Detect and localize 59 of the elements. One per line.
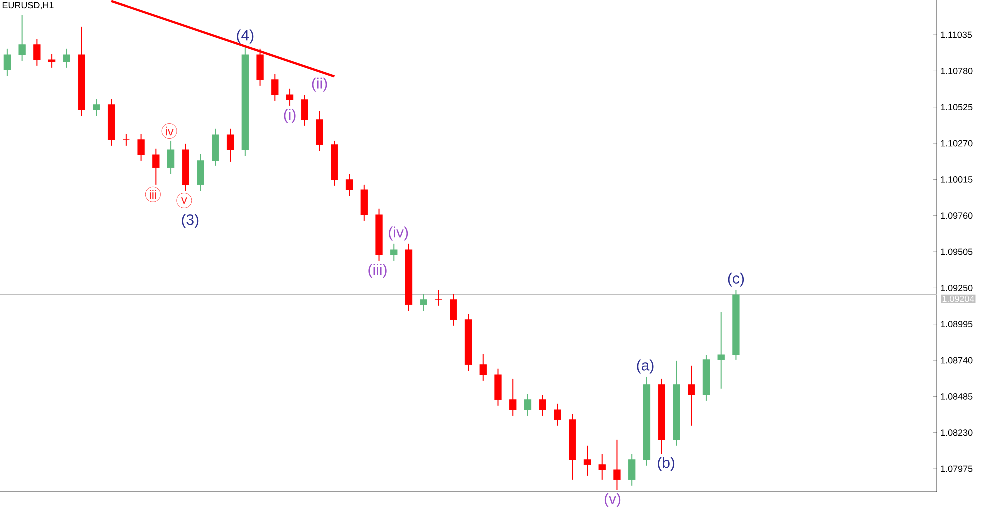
- candlestick: [688, 365, 696, 426]
- annotation: iii: [150, 190, 156, 199]
- y-tick-label: 1.10525: [941, 104, 973, 111]
- y-tick-label: 1.08995: [941, 321, 973, 328]
- candlestick: [524, 394, 532, 416]
- candlestick: [93, 98, 100, 117]
- annotation: (c): [728, 272, 744, 287]
- candlestick: [718, 312, 725, 390]
- y-tick-label: 1.07975: [941, 466, 973, 472]
- candlestick: [510, 378, 517, 416]
- candlestick: [226, 128, 234, 162]
- candlestick: [48, 54, 56, 68]
- y-tick-label: 1.10015: [941, 176, 973, 183]
- annotation: v: [181, 198, 188, 204]
- candlestick: [63, 48, 70, 68]
- annotation: (a): [637, 360, 654, 374]
- chart-title: EURUSD,H1: [2, 2, 54, 10]
- annotation: (b): [658, 457, 675, 472]
- candlestick: [272, 74, 279, 102]
- candlestick: [435, 290, 442, 306]
- annotation: (ii): [312, 78, 328, 92]
- candlestick: [167, 140, 175, 175]
- candlestick: [584, 445, 592, 476]
- y-tick-label: 1.10270: [941, 140, 973, 147]
- candlestick: [614, 439, 621, 491]
- candlestick: [450, 294, 458, 326]
- candlestick: [420, 294, 428, 312]
- candlestick: [554, 403, 562, 426]
- candlestick: [152, 148, 160, 186]
- candlestick: [286, 88, 294, 106]
- y-tick-label: 1.11035: [941, 32, 972, 38]
- annotation: (iii): [368, 264, 387, 278]
- candlestick: [18, 14, 26, 62]
- text: (v): [604, 493, 621, 508]
- y-tick-label: 1.08485: [941, 394, 973, 400]
- annotation: (i): [284, 109, 296, 124]
- candlestick: [390, 243, 398, 262]
- candlestick: [301, 94, 308, 126]
- candlestick: [138, 134, 145, 162]
- candlestick: [34, 38, 41, 66]
- candlestick: [480, 354, 487, 382]
- candlestick: [4, 48, 12, 77]
- candlestick: [628, 453, 636, 486]
- candlestick: [539, 394, 546, 416]
- y-tick-label: 1.10780: [941, 68, 973, 74]
- annotation: (iv): [389, 226, 408, 241]
- y-tick-label: 1.08740: [941, 357, 973, 364]
- candlestick: [122, 134, 130, 146]
- y-tick-label: 1.09505: [941, 248, 973, 256]
- annotation: iv: [166, 126, 174, 136]
- candlestick: [598, 453, 606, 480]
- y-tick-label: 1.09760: [941, 212, 973, 220]
- annotation: (3): [182, 214, 199, 228]
- y-tick-label: 1.08230: [941, 430, 973, 436]
- candlestick: [346, 174, 354, 197]
- annotation: (4): [237, 30, 254, 44]
- y-tick-label: 1.09250: [941, 285, 973, 292]
- candlestick: [197, 154, 204, 192]
- ref-line-label: 1.09204: [942, 296, 974, 302]
